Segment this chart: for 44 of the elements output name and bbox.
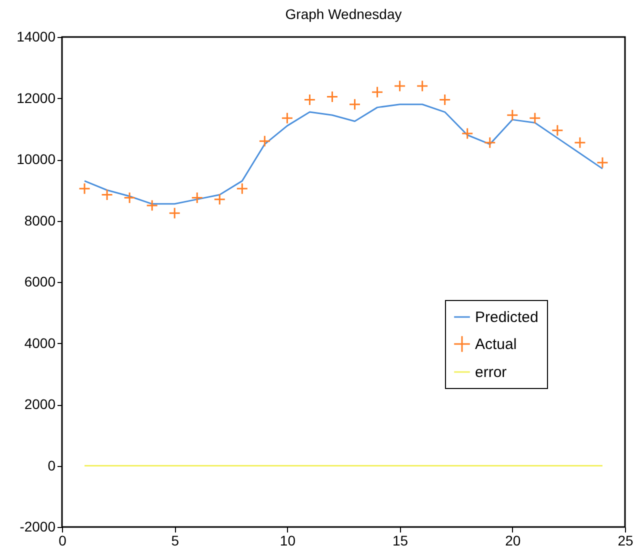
point xyxy=(528,112,541,124)
point xyxy=(281,112,294,124)
point xyxy=(416,80,428,92)
point xyxy=(191,192,204,204)
point xyxy=(214,193,226,206)
point xyxy=(146,199,158,212)
y-tick-label: 14000 xyxy=(16,28,56,44)
point xyxy=(236,182,248,195)
point xyxy=(371,86,384,98)
point xyxy=(124,192,136,204)
y-tick-label: 6000 xyxy=(24,274,56,290)
point xyxy=(506,109,518,122)
point xyxy=(461,127,474,140)
point xyxy=(78,182,91,195)
y-tick-label: -2000 xyxy=(20,518,56,534)
point xyxy=(596,156,608,169)
legend-label: Actual xyxy=(475,336,517,353)
line-series xyxy=(84,104,604,205)
x-tick-label: 0 xyxy=(58,532,67,548)
point xyxy=(304,94,316,106)
x-tick-label: 25 xyxy=(618,532,634,548)
y-tick-label: 0 xyxy=(48,457,56,474)
x-tick-label: 10 xyxy=(280,532,296,548)
chart-title: Graph Wednesday xyxy=(285,6,402,22)
point xyxy=(551,124,564,136)
point xyxy=(574,136,586,149)
point xyxy=(438,94,451,106)
point xyxy=(348,98,361,110)
point xyxy=(101,188,114,201)
y-tick-label: 12000 xyxy=(16,90,56,106)
point xyxy=(168,207,181,220)
y-tick-label: 2000 xyxy=(24,396,56,412)
x-tick-label: 20 xyxy=(505,532,521,548)
x-tick-label: 5 xyxy=(171,532,180,548)
point xyxy=(484,136,496,149)
point xyxy=(326,90,338,103)
point xyxy=(394,80,406,92)
y-tick-label: 8000 xyxy=(24,212,56,228)
legend-label: error xyxy=(475,364,507,381)
y-tick-label: 10000 xyxy=(16,151,56,167)
point xyxy=(258,135,271,148)
legend-label: Predicted xyxy=(475,309,538,326)
x-tick-label: 15 xyxy=(392,532,408,548)
y-tick-label: 4000 xyxy=(24,334,56,351)
